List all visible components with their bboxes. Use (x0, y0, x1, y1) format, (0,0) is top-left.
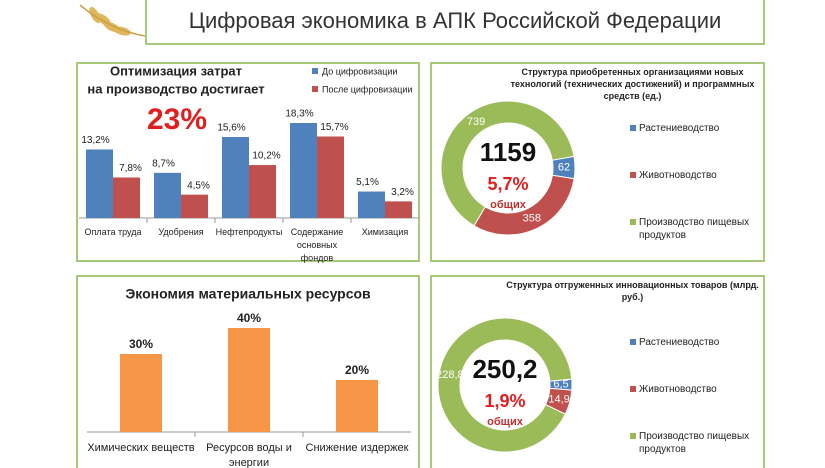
legend-label: Производство пищевых продуктов (639, 217, 750, 241)
legend-label: Растениеводство (639, 337, 720, 348)
donut-segment (437, 317, 573, 453)
data-label: 3,2% (391, 187, 414, 198)
x-tick-label: Снижение издержек (305, 442, 409, 454)
chart-title: Структура приобретенных организациями но… (510, 67, 755, 101)
bar (120, 354, 162, 432)
data-label: 13,2% (81, 135, 109, 146)
data-label: 20% (345, 363, 369, 377)
x-tick-label: Удобрения (158, 227, 204, 237)
bar (249, 165, 276, 218)
legend-swatch (630, 339, 636, 345)
data-label: 14,9 (548, 393, 569, 405)
x-tick-label: Ресурсов воды и энергии (206, 442, 292, 468)
bar (385, 201, 412, 218)
bar (181, 194, 208, 218)
x-tick-label: Содержание основных фондов (290, 227, 344, 263)
legend-swatch (630, 219, 636, 225)
data-label: 228,8 (436, 369, 464, 381)
data-label: 15,6% (217, 123, 245, 134)
data-label: 358 (523, 213, 541, 225)
data-label: 4,5% (187, 180, 210, 191)
center-total: 250,2 (472, 354, 537, 384)
data-label: 6,5 (553, 379, 568, 391)
bar (336, 380, 378, 432)
legend-label: До цифровизации (322, 66, 397, 76)
data-label: 40% (237, 311, 261, 325)
data-label: 739 (467, 116, 485, 128)
legend-label: Животноводство (639, 384, 717, 395)
data-label: 62 (558, 162, 570, 174)
bar (290, 123, 317, 218)
annotation: 1,9% (484, 391, 525, 411)
header-box (145, 0, 765, 45)
legend-swatch (630, 125, 636, 131)
x-tick-label: Нефтепродукты (215, 227, 283, 237)
page-title: Цифровая экономика в АПК Российской Феде… (189, 8, 722, 33)
legend-swatch (630, 433, 636, 439)
bar (358, 191, 385, 218)
donut-segment (440, 100, 575, 227)
legend-swatch (312, 86, 318, 92)
annotation: 5,7% (487, 174, 528, 194)
chart-title: Оптимизация затрат (110, 63, 242, 78)
bar (228, 328, 270, 432)
bar (222, 137, 249, 218)
chart-title: Структура отгруженных инновационных това… (506, 280, 759, 302)
wheat-icon (79, 4, 146, 37)
legend-swatch (312, 68, 318, 74)
annotation-note: общих (487, 416, 524, 428)
chart-title: на производство достигает (87, 81, 264, 96)
data-label: 5,1% (356, 177, 379, 188)
annotation: 23% (147, 103, 207, 136)
bar (86, 149, 113, 218)
data-label: 30% (129, 337, 153, 351)
data-label: 18,3% (285, 109, 313, 120)
annotation-note: общих (490, 199, 527, 211)
chart-title: Экономия материальных ресурсов (125, 286, 371, 302)
legend-swatch (630, 172, 636, 178)
x-tick-label: Химических веществ (87, 442, 195, 454)
data-label: 10,2% (252, 151, 280, 162)
legend-label: Животноводство (639, 170, 717, 181)
data-label: 8,7% (152, 158, 175, 169)
bar (113, 177, 140, 218)
legend-label: После цифровизации (322, 84, 412, 94)
bar (154, 172, 181, 218)
x-tick-label: Оплата труда (84, 227, 142, 237)
data-label: 15,7% (320, 122, 348, 133)
center-total: 1159 (480, 137, 536, 167)
data-label: 7,8% (119, 163, 142, 174)
legend-label: Растениеводство (639, 123, 720, 134)
legend-label: Производство пищевых продуктов (639, 431, 750, 455)
x-tick-label: Химизация (361, 227, 409, 237)
bar (317, 136, 344, 218)
legend-swatch (630, 386, 636, 392)
